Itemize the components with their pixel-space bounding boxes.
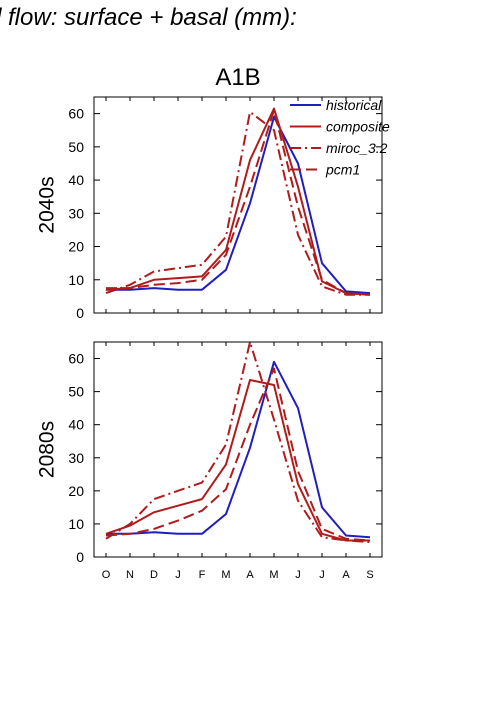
panel1-series-pcm1 (106, 109, 371, 296)
panel2-ytick-label: 10 (68, 516, 84, 532)
panel2-xtick-label: A (342, 569, 350, 581)
panel2-ytick-label: 60 (68, 351, 84, 367)
panel1-ytick-label: 20 (68, 239, 84, 255)
panel2-ytick-label: 0 (76, 549, 84, 565)
panel2-xtick-label: M (269, 569, 278, 581)
panel2-series-composite (105, 379, 370, 542)
panel1-series-composite (105, 107, 371, 296)
panel2-ytick-label: 50 (68, 384, 84, 400)
panel1-ytick-label: 60 (68, 106, 84, 122)
panel2-xtick-label: D (150, 569, 158, 581)
panel2-ytick-label: 20 (68, 483, 84, 499)
panel2-xtick-label: A (246, 569, 254, 581)
figure-header-title: d flow: surface + basal (mm): (0, 4, 297, 31)
panel2-ytick-label: 30 (68, 450, 84, 466)
panel2-xtick-label: N (126, 569, 134, 581)
panel1-ytick-label: 50 (68, 139, 84, 155)
panel2-xtick-label: F (199, 569, 206, 581)
panel1-ytick-label: 0 (76, 305, 84, 321)
panel2-series-historical (106, 360, 371, 539)
panel1-title: A1B (215, 64, 260, 91)
panel1-plot-frame (93, 96, 383, 314)
panel1-series-miroc-3-2 (105, 111, 370, 296)
panel2-plot-frame (93, 341, 383, 558)
panel1-ytick-label: 40 (68, 172, 84, 188)
legend-label-pcm1: pcm1 (325, 162, 360, 178)
panel1-series-historical (106, 115, 371, 295)
panel2-series-pcm1 (105, 367, 371, 542)
panel2-xtick-label: M (221, 569, 230, 581)
panel2-xtick-label: O (102, 569, 111, 581)
panel1-ytick-label: 30 (68, 205, 84, 221)
legend-label-composite: composite (326, 119, 390, 135)
legend-label-historical: historical (326, 97, 382, 113)
panel1-ylabel: 2040s (36, 176, 59, 233)
panel2-ylabel: 2080s (36, 421, 59, 478)
panel1-ytick-label: 10 (68, 272, 84, 288)
panel2-series-miroc-3-2 (105, 341, 371, 544)
panel2-ytick-label: 40 (68, 417, 84, 433)
panel2-xtick-label: J (295, 569, 301, 581)
legend-label-miroc-3-2: miroc_3.2 (326, 140, 388, 156)
panel2-xtick-label: S (366, 569, 373, 581)
panel2-xtick-label: J (175, 569, 181, 581)
panel2-xtick-label: J (319, 569, 325, 581)
